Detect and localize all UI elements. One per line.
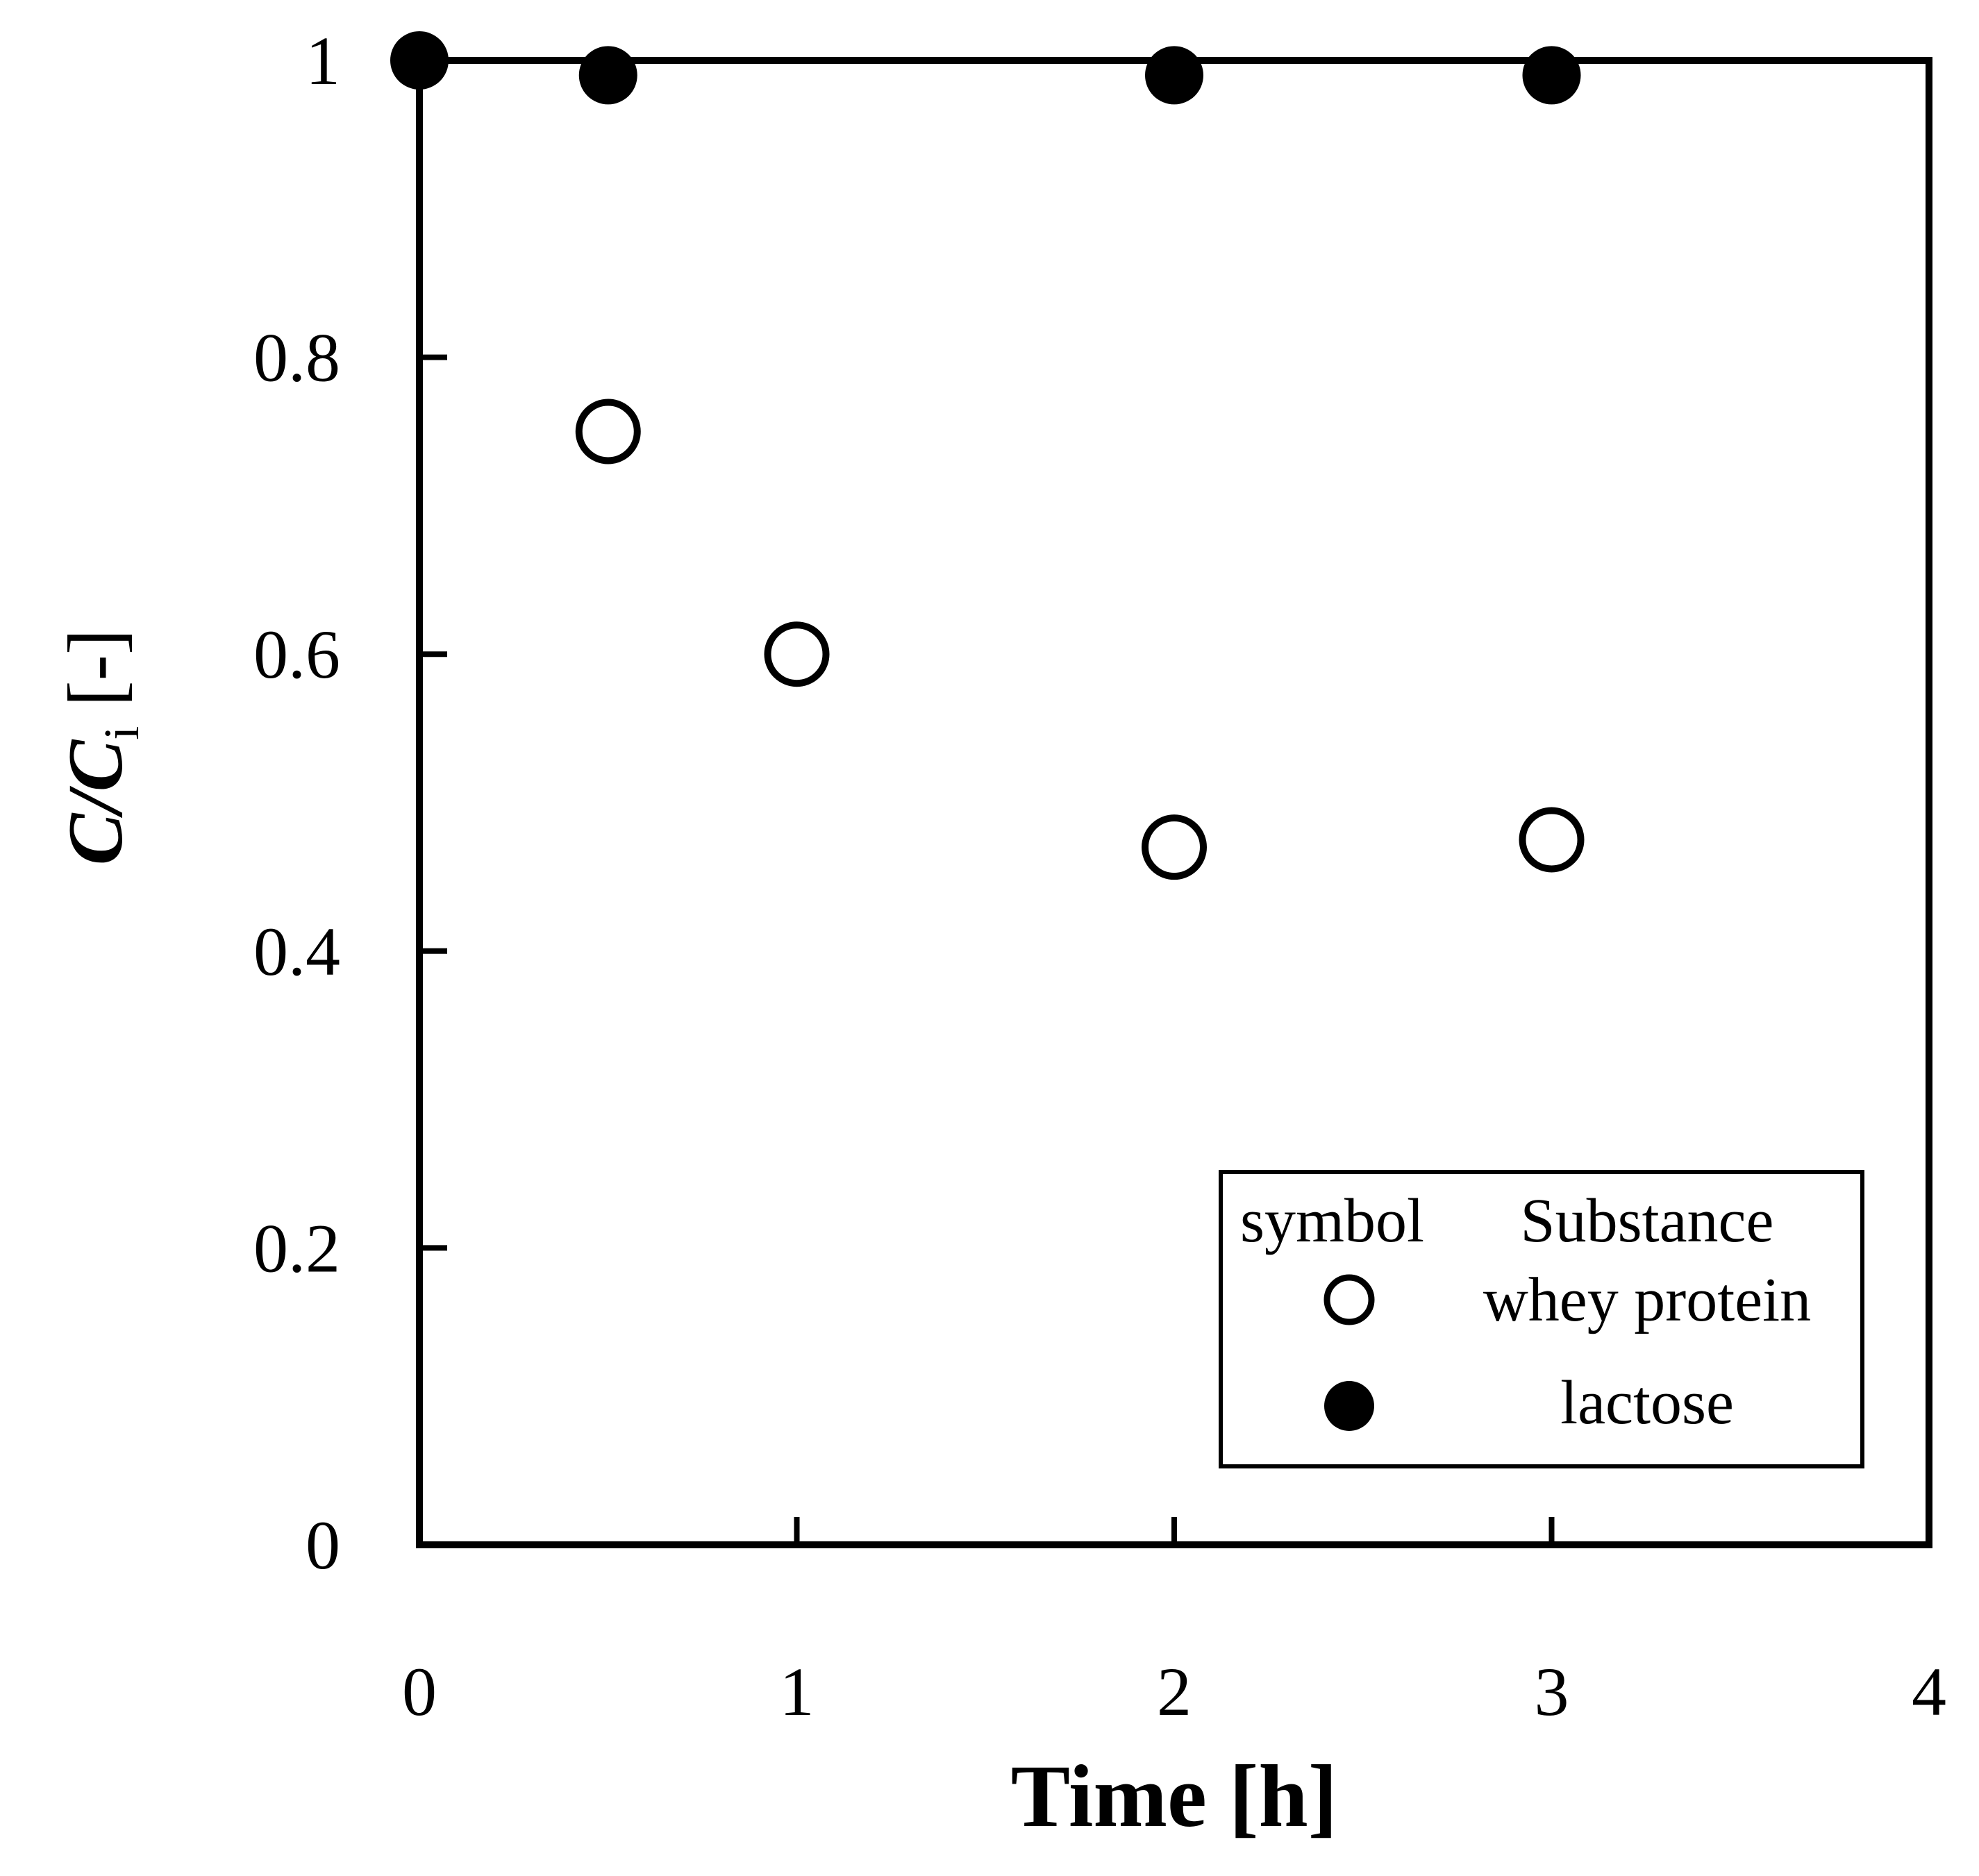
tick-labels: 0 1 2 3 4 0 0.2 0.4 0.6 0.8 1 [253,22,1946,1730]
point-lactose [578,46,637,105]
y-tick-label: 0.8 [253,319,340,396]
y-axis-title-subscript: i [94,726,149,740]
legend-header-symbol: symbol [1240,1187,1424,1255]
legend: symbol Substance whey protein lactose [1219,1170,1864,1468]
x-tick-label: 0 [402,1653,437,1730]
point-whey-protein [764,621,830,687]
legend-header-substance: Substance [1521,1187,1774,1255]
y-tick-label: 0 [306,1507,340,1584]
x-tick-label: 3 [1535,1653,1569,1730]
point-whey-protein [1142,814,1207,880]
y-axis-title: C/Ci [-] [53,629,149,865]
legend-marker-whey-protein [1323,1274,1375,1325]
y-axis-title-suffix: [-] [53,629,139,726]
x-tick-label: 2 [1157,1653,1192,1730]
y-tick-label: 1 [306,22,340,99]
legend-label-lactose: lactose [1560,1368,1734,1437]
x-axis-title: Time [h] [1011,1747,1338,1845]
legend-label-whey-protein: whey protein [1483,1266,1811,1334]
x-tick-label: 4 [1912,1653,1946,1730]
y-tick-label: 0.6 [253,616,340,693]
point-whey-protein [1519,807,1585,873]
point-lactose [390,31,449,90]
y-axis-title-main: C/C [53,739,139,865]
x-tick-label: 1 [780,1653,815,1730]
point-lactose [1522,46,1581,105]
point-lactose [1145,46,1203,105]
y-tick-label: 0.2 [253,1209,340,1287]
data-points [390,31,1585,880]
legend-marker-lactose [1324,1381,1374,1431]
y-tick-label: 0.4 [253,913,340,990]
point-whey-protein [575,399,641,464]
